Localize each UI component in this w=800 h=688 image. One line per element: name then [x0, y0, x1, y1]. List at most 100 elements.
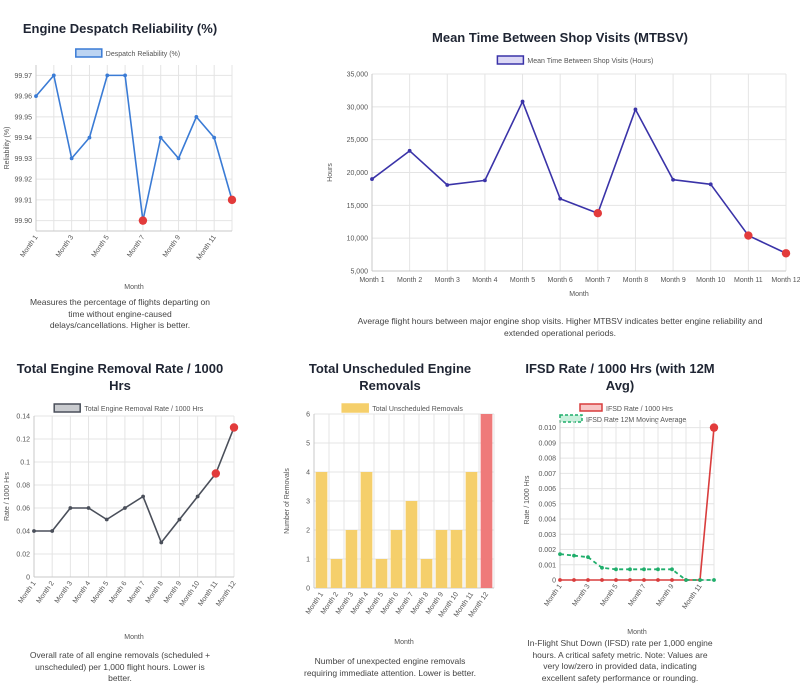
data-point: [712, 578, 716, 582]
series-line: [559, 553, 714, 581]
panel-removal-rate: Total Engine Removal Rate / 1000 Hrs Tot…: [0, 345, 240, 688]
y-tick-label: 0.02: [16, 552, 30, 559]
data-point: [34, 94, 38, 99]
x-tick-label: Month 11: [196, 234, 218, 262]
x-tick-label: Month 5: [510, 277, 535, 284]
legend-swatch: [53, 403, 81, 413]
bar: [345, 530, 358, 588]
y-tick-label: 0.14: [16, 414, 30, 421]
data-point: [195, 494, 200, 499]
x-tick-label: Month 5: [599, 583, 619, 608]
y-tick-label: 35,000: [347, 72, 369, 79]
legend-label: IFSD Rate / 1000 Hrs: [606, 406, 673, 413]
x-axis-title: Month: [394, 639, 414, 646]
x-tick-label: Month 3: [435, 277, 460, 284]
data-point: [176, 156, 181, 161]
y-tick-label: 99.93: [14, 156, 32, 163]
highlight-point: [744, 231, 753, 240]
y-tick-label: 99.92: [14, 177, 32, 184]
data-point: [212, 135, 217, 140]
chart-description: Number of unexpected engine removals req…: [304, 656, 476, 678]
data-point: [642, 567, 646, 572]
y-tick-label: 99.91: [14, 197, 32, 204]
x-tick-label: Month 11: [734, 277, 763, 284]
data-point: [177, 517, 182, 522]
x-tick-label: Month 9: [660, 277, 685, 284]
chart-title: Total Engine Removal Rate / 1000 Hrs: [16, 361, 224, 393]
data-point: [194, 114, 199, 119]
mtbsv-chart: Mean Time Between Shop Visits (Hours) 5,0…: [327, 55, 800, 298]
y-tick-label: 3: [306, 499, 310, 506]
legend-label: Mean Time Between Shop Visits (Hours): [527, 58, 653, 65]
data-point: [86, 506, 91, 510]
x-tick-label: Month 9: [162, 234, 182, 259]
bar: [465, 472, 478, 588]
panel-mtbsv: Mean Time Between Shop Visits (MTBSV) Me…: [320, 0, 800, 345]
y-tick-label: 2: [306, 528, 310, 535]
y-tick-label: 0.06: [16, 506, 30, 513]
data-point: [483, 178, 487, 183]
x-tick-label: Month 7: [627, 583, 647, 608]
data-point: [614, 578, 618, 582]
highlight-point: [138, 216, 148, 225]
x-axis-title: Month: [124, 634, 144, 641]
y-tick-label: 25,000: [347, 137, 369, 144]
chart-title: IFSD Rate / 1000 Hrs (with 12M Avg): [525, 361, 715, 393]
y-tick-label: 0.010: [538, 425, 556, 432]
bar: [315, 472, 328, 588]
data-point: [558, 196, 563, 201]
y-tick-label: 20,000: [347, 170, 369, 177]
x-tick-label: Month 1: [359, 277, 384, 284]
chart-title: Total Unscheduled Engine Removals: [308, 361, 472, 393]
removal-rate-chart: Total Engine Removal Rate / 1000 Hrs 0 0.0…: [4, 403, 239, 641]
y-tick-label: 5: [306, 441, 310, 448]
y-tick-label: 0: [26, 575, 30, 582]
data-point: [628, 567, 632, 572]
data-point: [600, 578, 604, 582]
legend-swatch: [579, 403, 603, 412]
chart-description: Average flight hours between major engin…: [357, 316, 763, 338]
highlight-point: [229, 423, 239, 432]
y-tick-label: 0.08: [16, 483, 30, 490]
bar: [330, 559, 343, 588]
bar: [450, 530, 463, 588]
y-tick-label: 99.97: [14, 73, 32, 80]
data-point: [642, 578, 646, 582]
x-tick-label: Month 7: [585, 277, 610, 284]
panel-unscheduled-removals: Total Unscheduled Engine Removals Total …: [280, 345, 500, 688]
y-tick-label: 15,000: [347, 203, 369, 210]
panel-ifsd-rate: IFSD Rate / 1000 Hrs (with 12M Avg) IFSD…: [520, 345, 720, 688]
highlight-point: [211, 469, 221, 478]
data-point: [656, 567, 660, 572]
y-tick-label: 0.008: [538, 456, 556, 463]
x-tick-label: Month 6: [548, 277, 573, 284]
chart-description: In-Flight Shut Down (IFSD) rate per 1,00…: [527, 638, 713, 683]
data-point: [123, 506, 127, 510]
legend-label: Total Engine Removal Rate / 1000 Hrs: [84, 406, 204, 413]
highlight-point: [227, 195, 237, 205]
data-point: [670, 567, 674, 572]
x-tick-label: Month 3: [571, 583, 591, 608]
y-tick-label: 1: [306, 557, 310, 564]
y-tick-label: 0.04: [16, 529, 30, 536]
data-point: [671, 177, 675, 182]
series-line: [35, 74, 233, 222]
x-tick-label: Month 7: [126, 234, 146, 259]
y-tick-label: 0.004: [538, 517, 556, 524]
y-tick-label: 0.009: [538, 440, 556, 447]
data-point: [628, 578, 632, 582]
data-point: [105, 73, 110, 78]
legend-swatch: [341, 403, 369, 413]
data-point: [600, 565, 604, 570]
x-tick-label: Month 9: [655, 583, 675, 608]
data-point: [141, 494, 145, 499]
chart-description: Overall rate of all engine removals (sch…: [29, 650, 211, 683]
series-line: [34, 427, 235, 544]
highlight-point: [593, 209, 603, 218]
data-point: [104, 517, 109, 522]
x-tick-label: Month 10: [696, 277, 725, 284]
data-point: [708, 182, 713, 187]
legend-swatch: [496, 55, 525, 65]
y-tick-label: 5,000: [350, 269, 368, 276]
y-tick-label: 30,000: [347, 104, 369, 111]
